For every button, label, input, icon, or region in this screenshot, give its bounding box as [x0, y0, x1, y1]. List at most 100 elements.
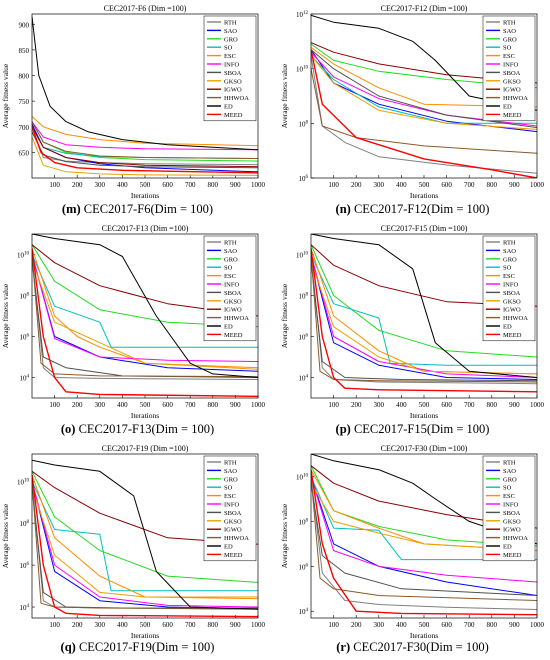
legend-label: MEED: [224, 332, 243, 339]
x-tick-label: 1000: [530, 401, 545, 409]
legend-label: ESC: [224, 493, 236, 500]
x-tick-label: 1000: [251, 621, 266, 629]
x-tick-label: 300: [95, 401, 106, 409]
y-tick-label: 106: [299, 563, 309, 571]
series-line-gro: [32, 471, 258, 583]
x-tick-label: 500: [419, 401, 430, 409]
x-axis-label: Iterations: [131, 191, 159, 200]
y-axis-label: Average fitness value: [1, 283, 10, 348]
chart-panel-4: CEC2017-F19 (Dim =100) Iterations Average …: [1, 444, 266, 640]
x-tick-label: 200: [351, 401, 362, 409]
y-tick-label: 108: [20, 520, 30, 528]
x-tick-label: 400: [117, 401, 128, 409]
series-line-igwo: [32, 244, 258, 317]
plot-frame: [310, 233, 538, 399]
legend-label: GRO: [503, 476, 517, 483]
x-tick-label: 1000: [251, 401, 266, 409]
caption-r: (r) CEC2017-F30(Dim = 100): [336, 640, 489, 654]
chart-title: CEC2017-F19 (Dim =100): [102, 444, 189, 453]
legend-label: SAO: [224, 468, 237, 475]
x-tick-label: 100: [49, 621, 60, 629]
x-tick-label: 700: [464, 401, 475, 409]
legend-box: [203, 235, 257, 342]
x-tick-label: 500: [140, 401, 151, 409]
caption-q: (q) CEC2017-F19(Dim = 100): [60, 640, 215, 654]
y-tick-label: 108: [299, 293, 309, 301]
legend-label: IGWO: [224, 307, 242, 314]
chart-title: CEC2017-F6 (Dim =100): [104, 4, 187, 13]
x-tick-label: 600: [162, 621, 173, 629]
y-tick-label: 900: [19, 21, 30, 29]
series-line-gro: [311, 43, 537, 89]
series-line-info: [311, 476, 537, 583]
series-line-esc: [311, 46, 537, 108]
legend-label: IGWO: [503, 527, 521, 534]
caption-p: (p) CEC2017-F15(Dim = 100): [335, 422, 490, 436]
x-tick-label: 500: [140, 181, 151, 189]
legend-label: MEED: [503, 552, 522, 559]
series-line-igwo: [311, 244, 537, 307]
x-tick-label: 800: [208, 621, 219, 629]
x-tick-label: 1000: [251, 181, 266, 189]
series-line-hhwoa: [32, 121, 258, 159]
x-tick-label: 100: [49, 401, 60, 409]
x-tick-label: 300: [374, 401, 385, 409]
x-tick-label: 100: [49, 181, 60, 189]
series-line-igwo: [32, 126, 258, 168]
legend-label: MEED: [503, 332, 522, 339]
series-line-info: [32, 121, 258, 151]
series-line-rth: [311, 476, 537, 610]
series-line-info: [311, 51, 537, 127]
legend-box: [482, 15, 536, 122]
x-tick-label: 100: [328, 621, 339, 629]
legend-label: GKSO: [224, 518, 242, 525]
series-line-esc: [32, 116, 258, 147]
legend-label: INFO: [503, 502, 518, 509]
legend-label: SO: [224, 45, 233, 52]
series-line-meed: [311, 469, 537, 616]
series-line-igwo: [311, 465, 537, 529]
legend-label: ED: [224, 544, 233, 551]
legend-label: SBOA: [503, 510, 521, 517]
series-line-gro: [32, 121, 258, 162]
legend-label: SAO: [503, 468, 516, 475]
series-group: [311, 234, 537, 393]
legend-label: RTH: [224, 460, 237, 467]
legend-label: GRO: [224, 36, 238, 43]
legend-label: RTH: [224, 240, 237, 247]
legend-label: SAO: [224, 248, 237, 255]
y-tick-label: 750: [19, 98, 30, 106]
legend-label: ESC: [503, 53, 515, 60]
legend-label: HHWOA: [503, 535, 528, 542]
x-tick-label: 1000: [530, 621, 545, 629]
x-tick-label: 700: [464, 621, 475, 629]
legend-label: ED: [224, 104, 233, 111]
series-group: [311, 454, 537, 616]
legend-label: SO: [224, 485, 233, 492]
x-tick-label: 600: [441, 621, 452, 629]
y-tick-label: 104: [299, 608, 309, 616]
series-line-meed: [311, 49, 537, 178]
chart-title: CEC2017-F15 (Dim =100): [381, 224, 468, 233]
y-axis-label: Average fitness value: [280, 503, 289, 568]
x-tick-label: 800: [487, 401, 498, 409]
x-tick-label: 800: [208, 401, 219, 409]
x-tick-label: 800: [487, 621, 498, 629]
legend-label: SO: [503, 265, 512, 272]
x-axis-label: Iterations: [131, 631, 159, 640]
x-tick-label: 100: [328, 181, 339, 189]
legend-label: GRO: [224, 256, 238, 263]
legend-label: ESC: [224, 53, 236, 60]
series-line-ed: [32, 16, 258, 151]
x-axis-label: Iterations: [410, 191, 438, 200]
series-line-igwo: [32, 470, 258, 545]
series-line-ed: [32, 234, 258, 378]
y-tick-label: 106: [299, 175, 309, 183]
y-tick-label: 1010: [17, 252, 30, 260]
legend-box: [482, 455, 536, 562]
x-tick-label: 400: [396, 181, 407, 189]
legend-label: SAO: [503, 248, 516, 255]
legend-label: HHWOA: [503, 95, 528, 102]
series-line-so: [32, 481, 258, 592]
series-line-igwo: [311, 42, 537, 84]
